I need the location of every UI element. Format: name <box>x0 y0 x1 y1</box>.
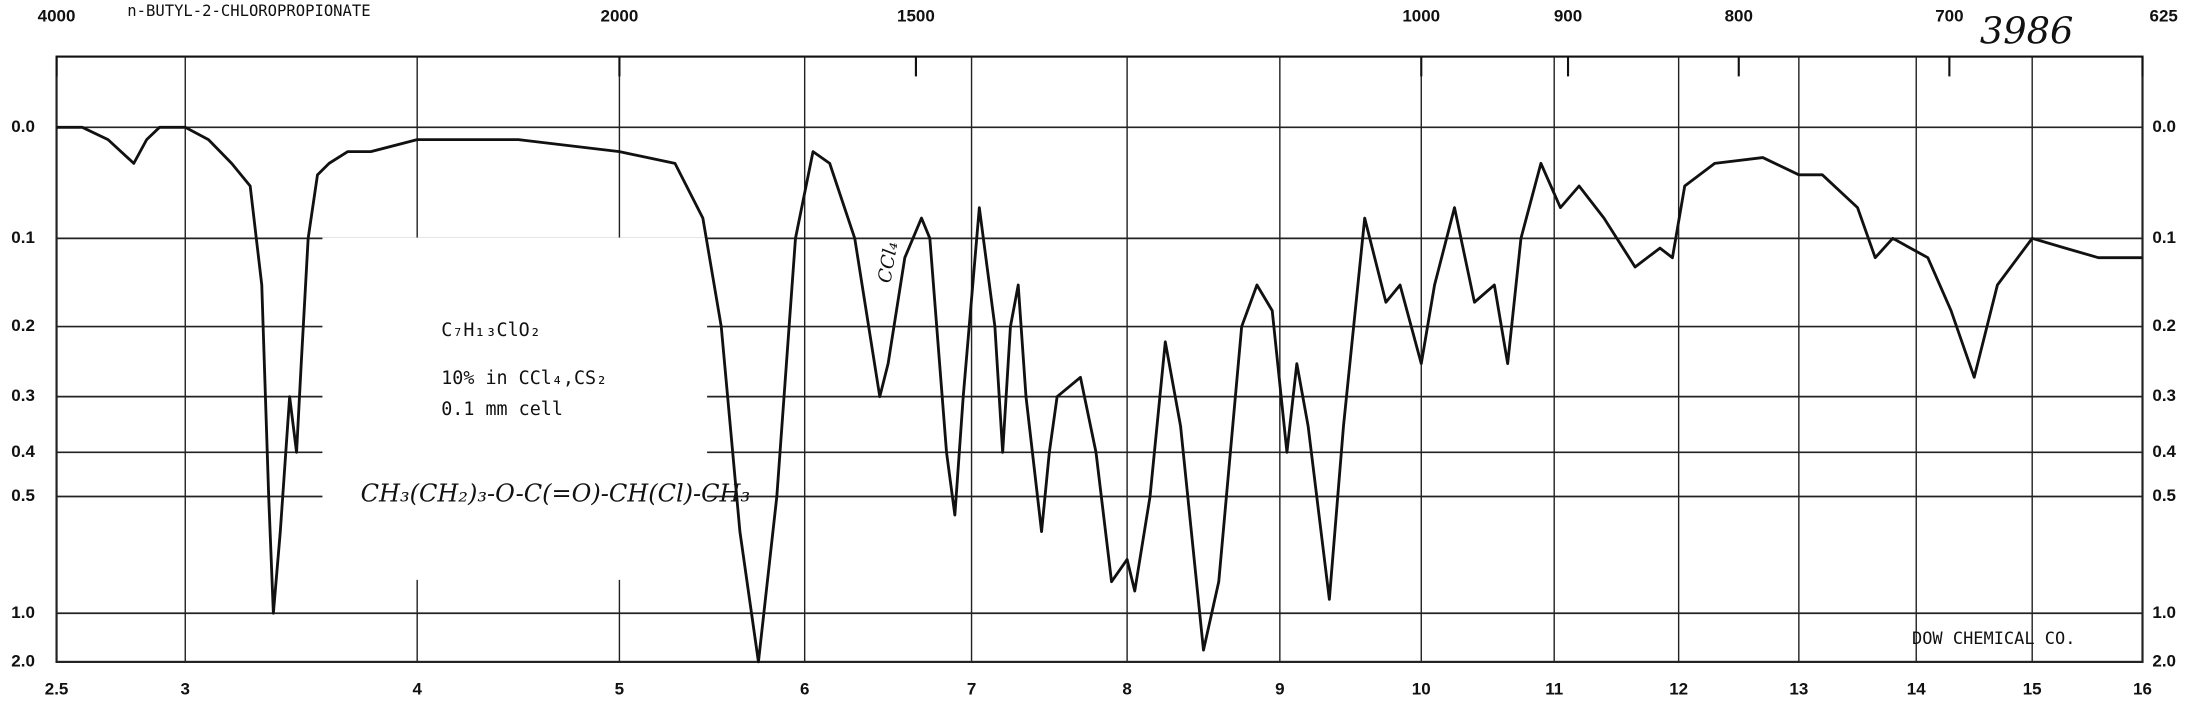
sample-cell: 0.1 mm cell <box>441 399 563 420</box>
structure: CH₃(CH₂)₃-O-C(=O)-CH(Cl)-CH₃ <box>361 480 751 508</box>
source: DOW CHEMICAL CO. <box>1912 629 2075 649</box>
x2-tick-label: 700 <box>1935 6 1963 25</box>
y-tick-label: 0.1 <box>11 228 35 247</box>
axes: 2.5 3 4 5 6 7 8 9 10 11 12 13 14 15 16 4000 2000 1500 1000… <box>11 6 2178 698</box>
y-tick-label: 0.0 <box>11 117 35 136</box>
y2-tick-label: 0.0 <box>2152 117 2176 136</box>
x2-tick-label: 625 <box>2150 6 2178 25</box>
y2-tick-label: 2.0 <box>2152 651 2176 670</box>
chart-title: n-BUTYL-2-CHLOROPROPIONATE <box>127 2 370 20</box>
x2-tick-label: 800 <box>1725 6 1753 25</box>
x-tick-label: 15 <box>2023 680 2042 699</box>
y2-tick-label: 0.2 <box>2152 316 2176 335</box>
y2-tick-label: 1.0 <box>2152 603 2176 622</box>
x-tick-label: 13 <box>1789 680 1808 699</box>
y-tick-label: 0.4 <box>11 442 35 461</box>
x2-tick-label: 1000 <box>1402 6 1440 25</box>
x-tick-label: 8 <box>1122 680 1131 699</box>
x-tick-label: 14 <box>1907 680 1926 699</box>
sample-concentration: 10% in CCl₄,CS₂ <box>441 368 607 389</box>
x2-tick-label: 2000 <box>601 6 639 25</box>
x2-tick-label: 900 <box>1554 6 1582 25</box>
y2-tick-label: 0.4 <box>2152 442 2176 461</box>
x-tick-label: 9 <box>1275 680 1284 699</box>
x-tick-label: 11 <box>1545 680 1563 699</box>
x-tick-label: 7 <box>967 680 976 699</box>
label-box <box>322 237 708 580</box>
y-tick-label: 2.0 <box>11 651 35 670</box>
catalog-number: 3986 <box>1980 9 2074 52</box>
y2-tick-label: 0.5 <box>2152 486 2176 505</box>
x-tick-label: 6 <box>800 680 809 699</box>
y-tick-label: 0.3 <box>11 386 35 405</box>
spectrum-line <box>56 125 2143 664</box>
x-tick-label: 4 <box>412 680 422 699</box>
x-tick-label: 2.5 <box>45 680 69 699</box>
x2-tick-label: 1500 <box>897 6 935 25</box>
x-tick-label: 12 <box>1669 680 1688 699</box>
x-tick-label: 3 <box>181 680 190 699</box>
x2-tick-label: 4000 <box>38 6 76 25</box>
y2-tick-label: 0.1 <box>2152 228 2176 247</box>
y-tick-label: 0.5 <box>11 486 35 505</box>
y2-tick-label: 0.3 <box>2152 386 2176 405</box>
x-tick-label: 16 <box>2133 680 2152 699</box>
y-tick-label: 0.2 <box>11 316 35 335</box>
sample-formula: C₇H₁₃ClO₂ <box>441 320 541 341</box>
x-tick-label: 10 <box>1412 680 1431 699</box>
x-tick-label: 5 <box>615 680 624 699</box>
y-tick-label: 1.0 <box>11 603 35 622</box>
